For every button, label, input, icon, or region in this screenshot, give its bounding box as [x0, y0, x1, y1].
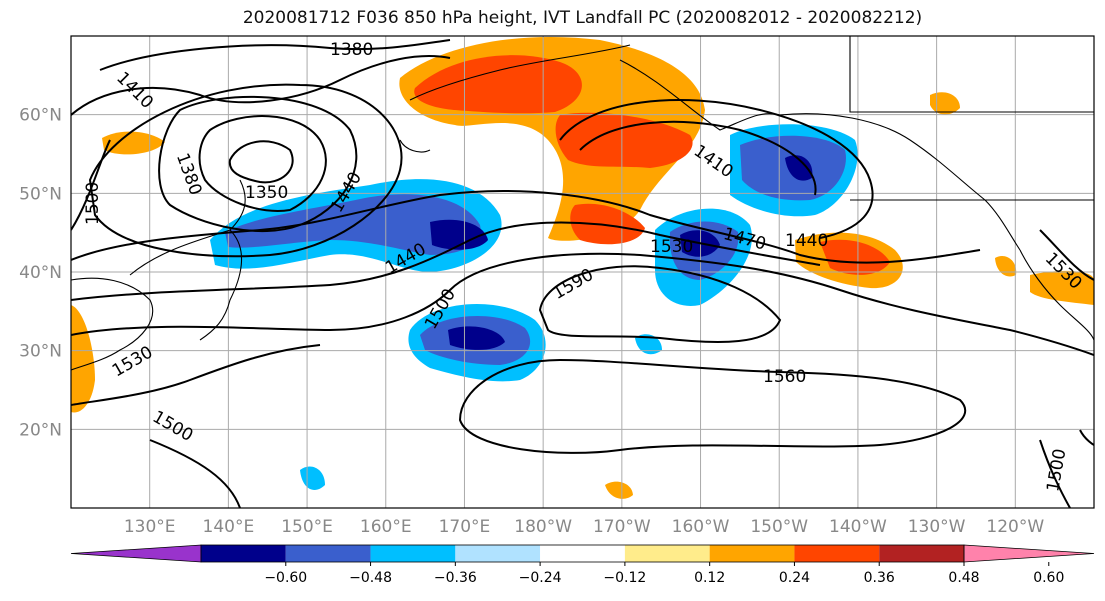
- longitude-label: 160°W: [672, 517, 730, 537]
- colorbar-swatch: [201, 545, 286, 562]
- contour-label: 1350: [245, 183, 288, 203]
- longitude-label: 170°E: [439, 517, 491, 537]
- latitude-labels: 60°N 50°N 40°N 30°N 20°N: [19, 106, 62, 441]
- contour-line: [559, 99, 874, 239]
- longitude-label: 150°W: [750, 517, 808, 537]
- coastline: [779, 113, 1021, 251]
- colorbar-swatch: [624, 545, 710, 562]
- latitude-label: 60°N: [19, 106, 62, 126]
- shade-region: [71, 305, 95, 413]
- contour-line: [88, 83, 403, 258]
- contour-line: [198, 115, 327, 212]
- shade-region: [635, 334, 662, 355]
- graticule: [71, 36, 1094, 508]
- coastline: [1019, 249, 1094, 341]
- shade-region: [1030, 270, 1094, 305]
- contour-line: [71, 139, 111, 231]
- coastline: [409, 44, 631, 101]
- contour-line: [579, 120, 817, 196]
- coastline: [849, 36, 1094, 113]
- colorbar-swatch: [794, 545, 880, 562]
- longitude-label: 140°W: [829, 517, 887, 537]
- colorbar-swatch: [370, 545, 456, 562]
- coastline: [399, 139, 431, 153]
- colorbar-tick-label: 0.24: [779, 570, 810, 586]
- colorbar-swatch: [455, 545, 541, 562]
- contour-line: [99, 39, 451, 71]
- positive-anomaly-regions: [71, 36, 1094, 499]
- coastline: [199, 229, 243, 341]
- colorbar-extension-max: [963, 544, 1095, 563]
- longitude-label: 130°E: [124, 517, 176, 537]
- shade-region: [570, 203, 645, 245]
- coastline: [619, 59, 781, 131]
- contour-line: [149, 439, 241, 508]
- negative-anomaly-regions: [210, 124, 858, 490]
- colorbar-tick-label: 0.12: [694, 570, 725, 586]
- contour-line: [538, 265, 782, 343]
- colorbar-tick-label: −0.24: [519, 570, 562, 586]
- colorbar-tick-label: −0.12: [603, 570, 646, 586]
- latitude-label: 30°N: [19, 342, 62, 362]
- colorbar-tick-label: −0.48: [349, 570, 392, 586]
- contour-line: [1039, 229, 1094, 281]
- longitude-label: 140°E: [203, 517, 255, 537]
- shade-region: [785, 155, 813, 181]
- longitude-label: 160°E: [360, 517, 412, 537]
- latitude-label: 40°N: [19, 263, 62, 283]
- shade-region: [430, 219, 488, 250]
- longitude-label: 170°W: [593, 517, 651, 537]
- height-contours: [71, 39, 1094, 508]
- contour-label: 1530: [650, 237, 693, 257]
- contour-label: 1380: [330, 40, 373, 60]
- contour-label: 1500: [83, 182, 103, 225]
- map-frame: [70, 35, 1095, 509]
- map-title: 2020081712 F036 850 hPa height, IVT Land…: [242, 8, 923, 28]
- contour-label: 1440: [785, 231, 828, 251]
- longitude-label: 150°E: [281, 517, 333, 537]
- colorbar-swatch: [879, 545, 964, 562]
- contour-label: 1560: [763, 367, 806, 387]
- contour-line: [71, 344, 321, 406]
- latitude-label: 20°N: [19, 420, 62, 440]
- shade-region: [930, 92, 960, 115]
- shade-region: [225, 194, 481, 255]
- colorbar-swatch: [285, 545, 371, 562]
- contour-line: [458, 358, 967, 454]
- colorbar-tick-label: 0.36: [864, 570, 895, 586]
- shade-region: [605, 481, 633, 499]
- coastline: [129, 179, 246, 276]
- contour-line: [71, 252, 1094, 356]
- longitude-label: 130°W: [908, 517, 966, 537]
- contour-line: [228, 140, 294, 184]
- coastline: [71, 277, 154, 371]
- longitude-label: 180°W: [514, 517, 572, 537]
- colorbar-outline: [200, 544, 965, 563]
- contour-line: [71, 55, 451, 116]
- colorbar: −0.60 −0.48 −0.36 −0.24 −0.12 0.12 0.24 0.36 0.4…: [70, 544, 1095, 586]
- contour-line: [71, 221, 821, 301]
- colorbar-tick-label: −0.60: [264, 570, 307, 586]
- contour-line: [1039, 439, 1071, 508]
- shade-region: [555, 112, 693, 168]
- coastlines: [71, 36, 1094, 371]
- shade-region: [414, 55, 582, 114]
- shade-region: [820, 239, 890, 275]
- colorbar-tick-label: 0.60: [1033, 570, 1064, 586]
- colorbar-swatch: [540, 545, 625, 562]
- contour-line: [71, 190, 981, 264]
- colorbar-swatch: [709, 545, 795, 562]
- colorbar-tick-label: −0.36: [434, 570, 477, 586]
- shade-region: [448, 326, 505, 350]
- colorbar-extension-min: [70, 544, 202, 563]
- latitude-label: 50°N: [19, 184, 62, 204]
- longitude-label: 120°W: [986, 517, 1044, 537]
- shade-region: [300, 466, 325, 490]
- shade-region: [995, 255, 1017, 277]
- longitude-labels: 130°E 140°E 150°E 160°E 170°E 180°W 170°W 160°W…: [124, 517, 1045, 537]
- colorbar-tick-label: 0.48: [948, 570, 979, 586]
